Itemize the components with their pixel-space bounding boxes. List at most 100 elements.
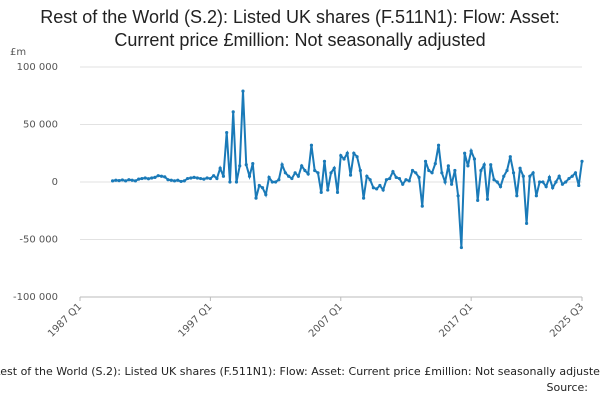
point bbox=[244, 163, 248, 167]
point bbox=[339, 153, 343, 158]
point bbox=[375, 187, 379, 191]
point bbox=[485, 197, 490, 201]
point bbox=[309, 143, 314, 147]
point bbox=[511, 171, 516, 175]
point bbox=[202, 177, 206, 181]
point bbox=[508, 155, 512, 159]
point bbox=[185, 176, 190, 181]
point bbox=[120, 178, 124, 182]
point bbox=[287, 174, 291, 178]
point bbox=[394, 175, 398, 179]
point bbox=[430, 171, 434, 175]
point bbox=[143, 176, 147, 180]
y-tick-label: 50 000 bbox=[23, 120, 58, 131]
point bbox=[524, 221, 529, 225]
point bbox=[443, 180, 447, 184]
point bbox=[528, 174, 532, 178]
point bbox=[573, 171, 578, 175]
point bbox=[401, 182, 405, 186]
point bbox=[212, 174, 216, 178]
point bbox=[423, 159, 428, 163]
point bbox=[218, 166, 222, 170]
point bbox=[270, 180, 274, 184]
point bbox=[300, 164, 304, 168]
point bbox=[189, 176, 193, 180]
point bbox=[332, 166, 336, 170]
point bbox=[326, 188, 330, 192]
point bbox=[228, 180, 232, 184]
point bbox=[440, 171, 444, 175]
point bbox=[381, 188, 385, 192]
point bbox=[391, 170, 395, 174]
x-tick-label: 1997 Q1 bbox=[177, 301, 215, 339]
point bbox=[361, 196, 366, 200]
point bbox=[345, 151, 349, 155]
point bbox=[150, 176, 154, 180]
point bbox=[130, 178, 134, 182]
point bbox=[205, 176, 209, 180]
y-tick-label: 100 000 bbox=[17, 62, 58, 73]
point bbox=[163, 175, 167, 179]
point bbox=[564, 180, 568, 184]
point bbox=[534, 194, 538, 198]
point bbox=[176, 178, 180, 182]
point bbox=[234, 180, 239, 184]
point bbox=[404, 178, 408, 182]
point bbox=[538, 180, 542, 184]
point bbox=[215, 176, 219, 181]
line-series bbox=[112, 91, 583, 248]
point bbox=[319, 190, 323, 194]
point bbox=[280, 163, 284, 167]
point bbox=[254, 196, 258, 200]
point bbox=[264, 193, 268, 197]
point bbox=[195, 176, 199, 180]
point bbox=[156, 174, 160, 178]
caption: Rest of the World (S.2): Listed UK share… bbox=[0, 365, 600, 378]
point bbox=[417, 175, 421, 179]
point bbox=[371, 186, 375, 190]
point bbox=[427, 168, 431, 173]
point bbox=[495, 180, 499, 184]
point bbox=[456, 194, 460, 198]
point bbox=[127, 178, 131, 182]
point bbox=[221, 174, 226, 178]
point bbox=[469, 149, 473, 153]
point bbox=[169, 178, 173, 182]
point bbox=[414, 171, 418, 175]
point bbox=[388, 176, 392, 181]
point bbox=[384, 178, 389, 182]
point bbox=[505, 168, 509, 173]
point bbox=[225, 130, 229, 135]
point bbox=[580, 159, 584, 163]
point bbox=[153, 175, 157, 179]
point bbox=[355, 155, 359, 159]
point bbox=[159, 174, 164, 178]
point bbox=[247, 174, 252, 178]
point bbox=[283, 171, 287, 175]
point bbox=[348, 173, 353, 177]
x-tick-label: 2007 Q1 bbox=[307, 301, 345, 339]
point bbox=[466, 164, 470, 168]
point bbox=[342, 157, 346, 161]
y-tick-label: 0 bbox=[52, 177, 58, 188]
point bbox=[257, 183, 261, 188]
point bbox=[179, 179, 183, 184]
point bbox=[560, 182, 565, 186]
point bbox=[241, 89, 245, 93]
point bbox=[547, 175, 552, 179]
point bbox=[397, 176, 402, 181]
point bbox=[492, 178, 496, 182]
point bbox=[489, 163, 493, 167]
point bbox=[498, 185, 503, 189]
point bbox=[172, 179, 177, 183]
point bbox=[476, 198, 480, 202]
point bbox=[420, 204, 424, 208]
point bbox=[273, 180, 278, 184]
point bbox=[433, 162, 437, 166]
point bbox=[316, 171, 320, 175]
point bbox=[436, 143, 441, 147]
y-tick-label: -100 000 bbox=[13, 292, 58, 303]
point bbox=[554, 180, 558, 184]
point bbox=[518, 166, 522, 170]
